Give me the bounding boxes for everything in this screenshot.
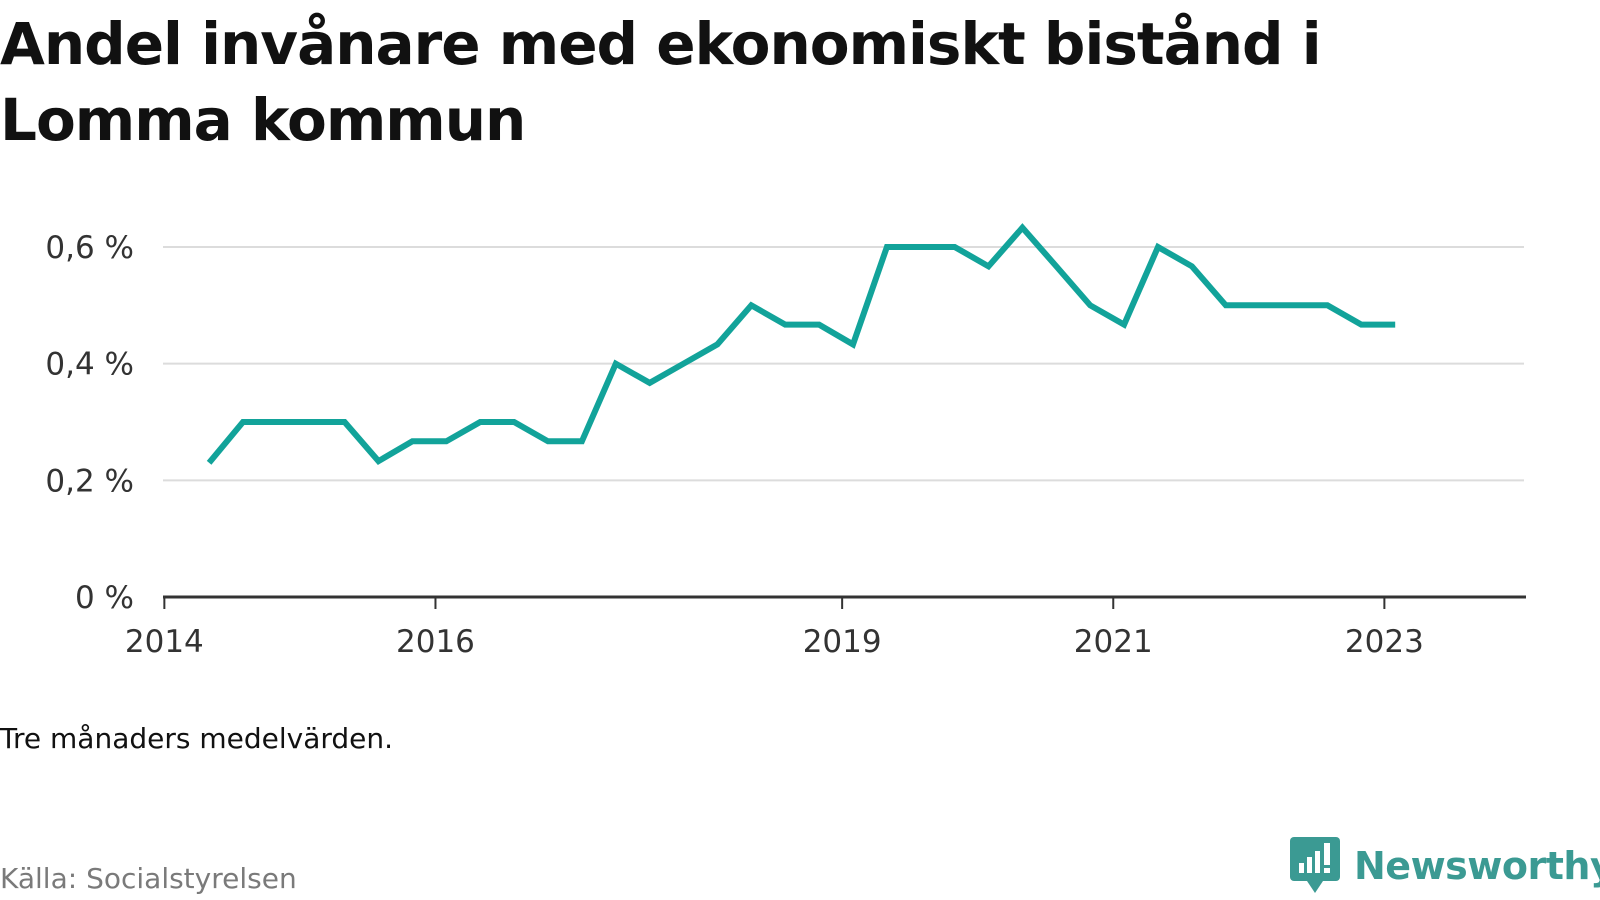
newsworthy-logo: Newsworthy [1290, 837, 1600, 893]
series-group [206, 223, 1396, 465]
chart-note: Tre månaders medelvärden. [0, 722, 394, 755]
y-axis-ticks: 0 % 0,2 % 0,4 % 0,6 % [45, 230, 134, 616]
x-tick-label: 2016 [396, 624, 475, 660]
chart-speech-bubble-icon [1290, 837, 1340, 893]
x-tick-label: 2019 [803, 624, 882, 660]
gridlines [163, 246, 1524, 482]
x-tick-label: 2014 [125, 624, 204, 660]
x-tick-label: 2021 [1074, 624, 1153, 660]
brand-name: Newsworthy [1354, 844, 1600, 888]
y-tick-label: 0,4 % [45, 347, 134, 383]
y-tick-label: 0,6 % [45, 230, 134, 266]
chart-title: Andel invånare med ekonomiskt bistånd i … [0, 10, 1322, 154]
source-label: Källa: Socialstyrelsen [0, 862, 297, 895]
x-axis: 2014 2016 2019 2021 2023 [125, 595, 1526, 660]
y-tick-label: 0 % [75, 580, 134, 616]
series-line [206, 223, 1396, 465]
y-tick-label: 0,2 % [45, 463, 134, 499]
x-tick-label: 2023 [1345, 624, 1424, 660]
